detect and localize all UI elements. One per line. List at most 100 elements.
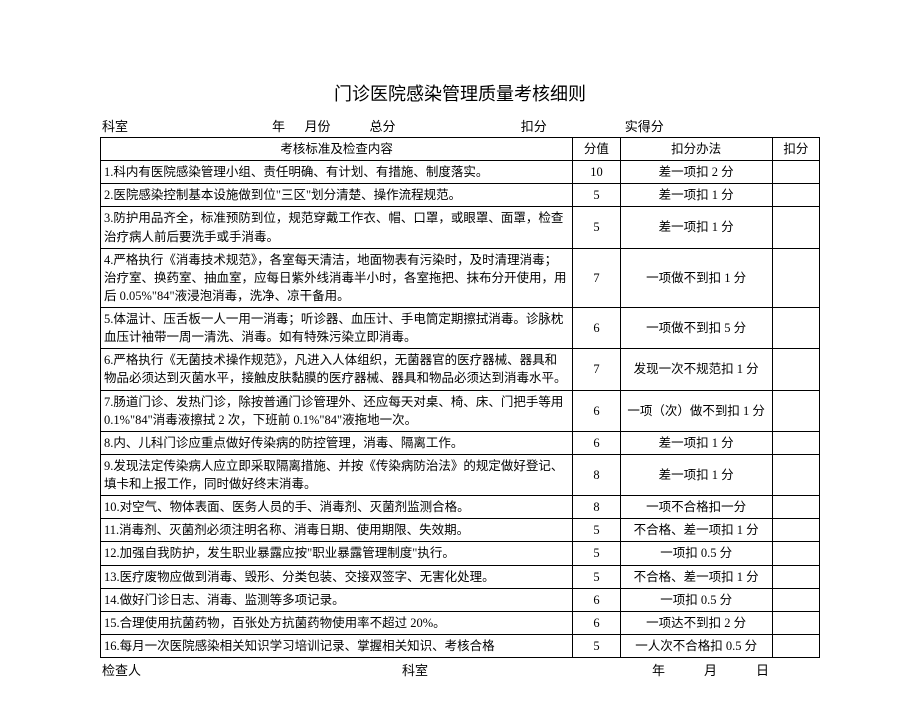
cell-method: 一项不合格扣一分 (620, 496, 772, 519)
header-deduct-gap (472, 119, 518, 135)
footer-date: 年 月 日 (652, 660, 769, 679)
table-row: 15.合理使用抗菌药物，百张处方抗菌药物使用率不超过 20%。6一项达不到扣 2… (101, 611, 820, 634)
cell-content: 15.合理使用抗菌药物，百张处方抗菌药物使用率不超过 20%。 (101, 611, 573, 634)
cell-deduct (772, 390, 819, 431)
cell-content: 11.消毒剂、灭菌剂必须注明名称、消毒日期、使用期限、失效期。 (101, 519, 573, 542)
cell-score: 7 (573, 349, 620, 390)
header-month-gap (288, 119, 301, 135)
cell-score: 6 (573, 611, 620, 634)
footer-year-label: 年 (652, 663, 665, 678)
cell-deduct (772, 431, 819, 454)
header-total-gap (334, 119, 367, 135)
cell-deduct (772, 542, 819, 565)
cell-content: 8.内、儿科门诊应重点做好传染病的防控管理，消毒、隔离工作。 (101, 431, 573, 454)
cell-score: 6 (573, 390, 620, 431)
table-row: 8.内、儿科门诊应重点做好传染病的防控管理，消毒、隔离工作。6差一项扣 1 分 (101, 431, 820, 454)
cell-method: 差一项扣 1 分 (620, 207, 772, 248)
cell-content: 16.每月一次医院感染相关知识学习培训记录、掌握相关知识、考核合格 (101, 634, 573, 657)
cell-score: 7 (573, 248, 620, 307)
cell-deduct (772, 308, 819, 349)
cell-content: 14.做好门诊日志、消毒、监测等多项记录。 (101, 588, 573, 611)
table-row: 4.严格执行《消毒技术规范》，各室每天清洁，地面物表有污染时，及时清理消毒；治疗… (101, 248, 820, 307)
col-header-method: 扣分办法 (620, 138, 772, 161)
cell-method: 一项做不到扣 1 分 (620, 248, 772, 307)
cell-content: 9.发现法定传染病人应立即采取隔离措施、并按《传染病防治法》的规定做好登记、填卡… (101, 454, 573, 495)
table-header-row: 考核标准及检查内容 分值 扣分办法 扣分 (101, 138, 820, 161)
cell-deduct (772, 634, 819, 657)
cell-method: 一项扣 0.5 分 (620, 542, 772, 565)
cell-method: 差一项扣 1 分 (620, 184, 772, 207)
table-body: 1.科内有医院感染管理小组、责任明确、有计划、有措施、制度落实。10差一项扣 2… (101, 161, 820, 658)
header-year-label: 年 (272, 119, 285, 134)
footer-checker: 检查人 (102, 660, 402, 679)
cell-deduct (772, 161, 819, 184)
header-actual-gap (550, 119, 622, 135)
cell-content: 3.防护用品齐全，标准预防到位，规范穿戴工作衣、帽、口罩，或眼罩、面罩，检查治疗… (101, 207, 573, 248)
cell-deduct (772, 349, 819, 390)
header-total-label: 总分 (370, 119, 396, 134)
col-header-content: 考核标准及检查内容 (101, 138, 573, 161)
footer-month-label: 月 (704, 663, 717, 678)
cell-deduct (772, 248, 819, 307)
cell-method: 不合格、差一项扣 1 分 (620, 565, 772, 588)
header-month-label: 月份 (305, 119, 331, 134)
footer-day-label: 日 (756, 663, 769, 678)
table-row: 13.医疗废物应做到消毒、毁形、分类包装、交接双签字、无害化处理。5不合格、差一… (101, 565, 820, 588)
cell-score: 6 (573, 588, 620, 611)
cell-deduct (772, 207, 819, 248)
footer-dept: 科室 (402, 660, 652, 679)
table-row: 1.科内有医院感染管理小组、责任明确、有计划、有措施、制度落实。10差一项扣 2… (101, 161, 820, 184)
cell-content: 5.体温计、压舌板一人一用一消毒；听诊器、血压计、手电筒定期擦拭消毒。诊脉枕血压… (101, 308, 573, 349)
cell-score: 8 (573, 496, 620, 519)
cell-deduct (772, 565, 819, 588)
cell-deduct (772, 496, 819, 519)
cell-method: 不合格、差一项扣 1 分 (620, 519, 772, 542)
cell-deduct (772, 519, 819, 542)
cell-score: 5 (573, 519, 620, 542)
cell-method: 一项扣 0.5 分 (620, 588, 772, 611)
cell-deduct (772, 611, 819, 634)
cell-method: 差一项扣 1 分 (620, 454, 772, 495)
cell-score: 5 (573, 184, 620, 207)
cell-deduct (772, 588, 819, 611)
page-title: 门诊医院感染管理质量考核细则 (100, 80, 820, 106)
cell-content: 7.肠道门诊、发热门诊，除按普通门诊管理外、还应每天对桌、椅、床、门把手等用 0… (101, 390, 573, 431)
cell-content: 12.加强自我防护，发生职业暴露应按"职业暴露管理制度"执行。 (101, 542, 573, 565)
table-row: 16.每月一次医院感染相关知识学习培训记录、掌握相关知识、考核合格5一人次不合格… (101, 634, 820, 657)
header-deduct-label: 扣分 (521, 119, 547, 134)
col-header-deduct: 扣分 (772, 138, 819, 161)
cell-content: 1.科内有医院感染管理小组、责任明确、有计划、有措施、制度落实。 (101, 161, 573, 184)
cell-score: 6 (573, 431, 620, 454)
table-row: 12.加强自我防护，发生职业暴露应按"职业暴露管理制度"执行。5一项扣 0.5 … (101, 542, 820, 565)
cell-content: 10.对空气、物体表面、医务人员的手、消毒剂、灭菌剂监测合格。 (101, 496, 573, 519)
cell-content: 2.医院感染控制基本设施做到位"三区"划分清楚、操作流程规范。 (101, 184, 573, 207)
table-row: 2.医院感染控制基本设施做到位"三区"划分清楚、操作流程规范。5差一项扣 1 分 (101, 184, 820, 207)
cell-method: 一项达不到扣 2 分 (620, 611, 772, 634)
cell-score: 6 (573, 308, 620, 349)
cell-method: 一人次不合格扣 0.5 分 (620, 634, 772, 657)
table-row: 5.体温计、压舌板一人一用一消毒；听诊器、血压计、手电筒定期擦拭消毒。诊脉枕血压… (101, 308, 820, 349)
footer-day-gap (720, 663, 753, 678)
header-scores: 扣分 实得分 (472, 116, 664, 135)
cell-content: 6.严格执行《无菌技术操作规范》，凡进入人体组织，无菌器官的医疗器械、器具和物品… (101, 349, 573, 390)
table-row: 6.严格执行《无菌技术操作规范》，凡进入人体组织，无菌器官的医疗器械、器具和物品… (101, 349, 820, 390)
header-actual-label: 实得分 (625, 119, 664, 134)
cell-method: 差一项扣 2 分 (620, 161, 772, 184)
table-row: 3.防护用品齐全，标准预防到位，规范穿戴工作衣、帽、口罩，或眼罩、面罩，检查治疗… (101, 207, 820, 248)
cell-score: 8 (573, 454, 620, 495)
footer-info-line: 检查人 科室 年 月 日 (100, 660, 820, 679)
table-row: 7.肠道门诊、发热门诊，除按普通门诊管理外、还应每天对桌、椅、床、门把手等用 0… (101, 390, 820, 431)
cell-deduct (772, 454, 819, 495)
cell-method: 一项做不到扣 5 分 (620, 308, 772, 349)
col-header-score: 分值 (573, 138, 620, 161)
cell-deduct (772, 184, 819, 207)
cell-score: 5 (573, 634, 620, 657)
table-row: 9.发现法定传染病人应立即采取隔离措施、并按《传染病防治法》的规定做好登记、填卡… (101, 454, 820, 495)
cell-method: 差一项扣 1 分 (620, 431, 772, 454)
header-dept: 科室 (102, 116, 272, 135)
cell-score: 5 (573, 565, 620, 588)
table-row: 14.做好门诊日志、消毒、监测等多项记录。6一项扣 0.5 分 (101, 588, 820, 611)
cell-content: 13.医疗废物应做到消毒、毁形、分类包装、交接双签字、无害化处理。 (101, 565, 573, 588)
cell-score: 10 (573, 161, 620, 184)
table-row: 10.对空气、物体表面、医务人员的手、消毒剂、灭菌剂监测合格。8一项不合格扣一分 (101, 496, 820, 519)
